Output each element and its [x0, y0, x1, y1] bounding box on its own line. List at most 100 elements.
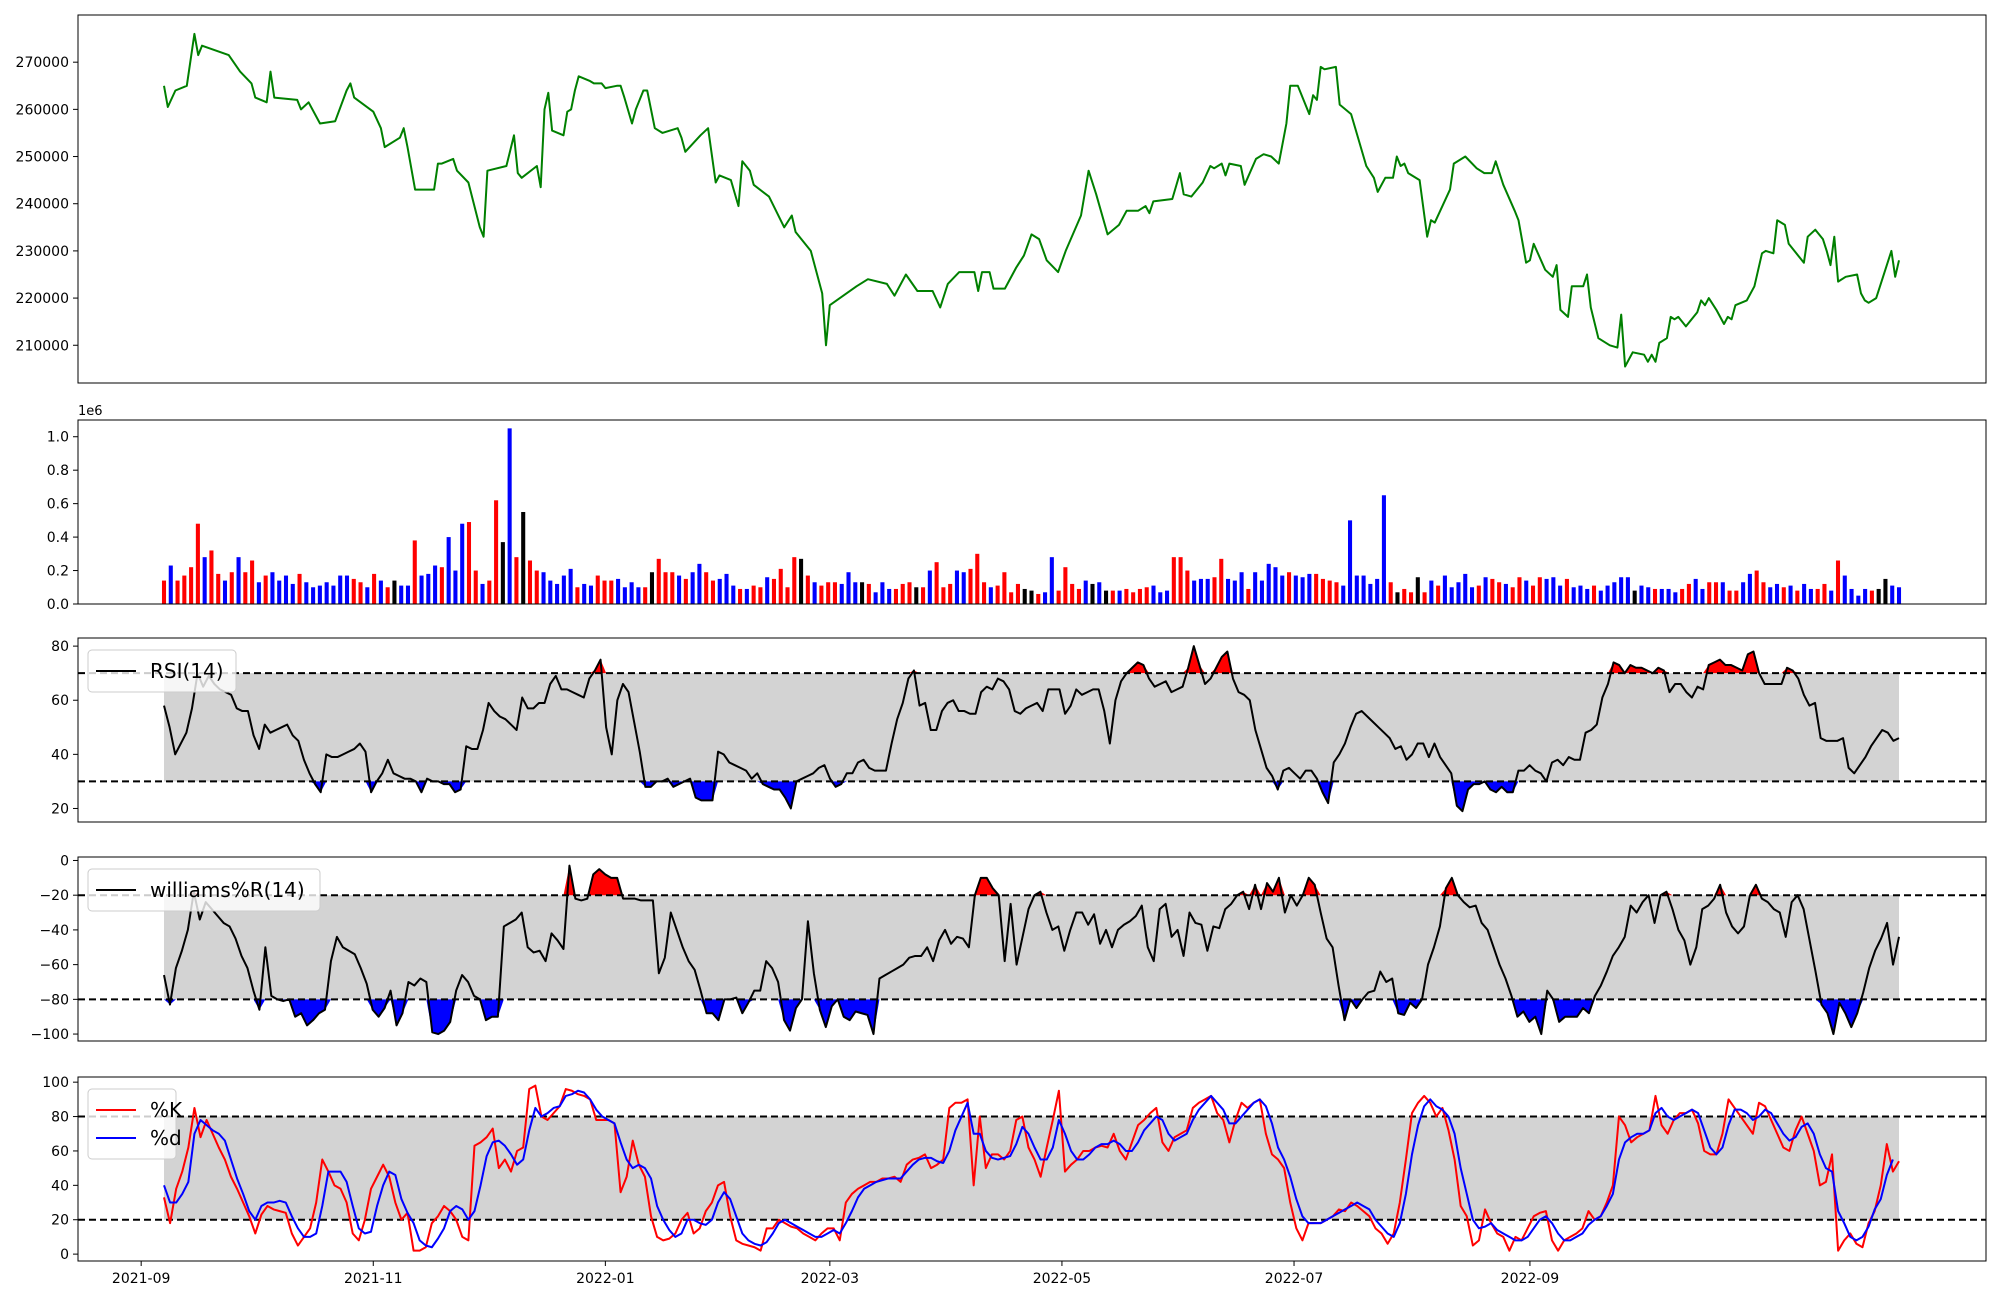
volume-bar	[222, 580, 228, 604]
volume-bar	[1022, 588, 1027, 604]
volume-bar	[1110, 590, 1115, 604]
volume-bar	[1449, 587, 1454, 604]
rsi-legend-label: RSI(14)	[150, 659, 224, 683]
volume-bar	[643, 587, 648, 604]
volume-bar	[1741, 582, 1746, 604]
volume-bar	[1652, 588, 1658, 604]
volume-bar	[717, 578, 722, 604]
volume-bar	[839, 583, 844, 604]
volume-bar	[1686, 583, 1691, 604]
volume-bar	[317, 585, 322, 604]
volume-bar	[1287, 572, 1292, 604]
stoch-legend-label: %K	[150, 1098, 183, 1122]
volume-bar	[697, 563, 702, 604]
williams-overbought-fill	[164, 865, 1899, 896]
volume-bar	[1659, 588, 1664, 604]
volume-bar	[670, 572, 675, 604]
volume-bar	[555, 583, 560, 604]
price-ytick-label: 220000	[16, 291, 69, 307]
volume-bar	[548, 580, 553, 604]
volume-bar	[1015, 583, 1020, 604]
volume-bar	[704, 572, 709, 604]
volume-bar	[1849, 588, 1854, 604]
volume-bar	[1117, 590, 1122, 604]
volume-bar	[399, 585, 404, 604]
volume-bar	[758, 587, 763, 604]
volume-bar	[1795, 590, 1800, 604]
volume-bar	[1727, 590, 1732, 604]
stoch-series-line-1	[163, 1089, 1894, 1249]
volume-bar	[195, 523, 200, 604]
rsi-overbought-fill	[164, 646, 1899, 674]
rsi-ytick-label: 20	[51, 801, 69, 817]
rsi-neutral-band	[164, 673, 1899, 782]
volume-bar	[263, 575, 268, 604]
volume-bar	[1165, 590, 1170, 604]
volume-bar	[1076, 588, 1081, 604]
volume-bar	[900, 583, 905, 604]
volume-bar	[1530, 585, 1536, 604]
volume-bar	[860, 582, 865, 604]
volume-bar	[1856, 595, 1861, 604]
volume-bar	[1883, 578, 1888, 604]
price-ytick-label: 230000	[16, 244, 69, 260]
volume-bar	[1835, 560, 1841, 604]
volume-bar	[161, 580, 167, 604]
volume-bar	[1097, 582, 1102, 604]
volume-bar	[1368, 583, 1373, 604]
volume-bar	[378, 580, 383, 604]
volume-bar	[961, 572, 966, 604]
volume-bar	[1890, 585, 1895, 604]
volume-bar	[975, 553, 980, 604]
volume-bar	[846, 572, 851, 604]
volume-bar	[1002, 572, 1007, 604]
volume-bar	[982, 582, 987, 604]
volume-bar	[1442, 575, 1447, 604]
volume-bar	[236, 557, 241, 604]
rsi-frame	[77, 637, 1987, 823]
volume-bar	[439, 567, 444, 604]
volume-bar	[1564, 578, 1569, 604]
volume-bar	[1395, 592, 1400, 604]
volume-bar	[602, 580, 607, 604]
volume-bar	[521, 512, 526, 604]
volume-bar	[1158, 592, 1163, 604]
xtick-label: 2022-03	[801, 1271, 860, 1287]
volume-bar	[683, 578, 688, 604]
volume-bar	[663, 572, 668, 604]
volume-bar	[1842, 575, 1847, 604]
volume-bar	[1632, 590, 1637, 604]
volume-bar	[1273, 567, 1278, 604]
volume-bar	[392, 580, 397, 604]
volume-bar	[385, 587, 390, 604]
volume-bar	[1327, 580, 1332, 604]
volume-bar	[1781, 587, 1786, 604]
rsi-ytick-label: 60	[51, 693, 69, 709]
xtick-label: 2022-07	[1265, 1271, 1324, 1287]
volume-bar	[1537, 577, 1542, 604]
volume-bar	[412, 540, 417, 604]
williams-legend: williams%R(14)	[87, 868, 321, 912]
volume-bar	[229, 572, 234, 604]
volume-bar	[1226, 578, 1231, 604]
volume-bar	[948, 583, 953, 604]
volume-bar	[256, 582, 261, 604]
volume-bar	[1571, 587, 1576, 604]
volume-bar	[182, 575, 187, 604]
price-ytick-label: 250000	[16, 150, 69, 166]
volume-bar	[1693, 578, 1698, 604]
volume-bar	[921, 587, 926, 604]
volume-bar	[1774, 583, 1780, 604]
volume-bar	[270, 572, 275, 604]
volume-bar	[1266, 563, 1271, 604]
volume-bar	[419, 575, 424, 604]
volume-bar	[1829, 590, 1834, 604]
volume-bar	[1056, 590, 1061, 604]
volume-bar	[1131, 592, 1136, 604]
volume-bar	[290, 583, 295, 604]
volume-bar	[832, 582, 837, 604]
volume-bar	[1381, 495, 1386, 604]
volume-bar	[988, 587, 993, 604]
stoch-series-line-0	[163, 1084, 1900, 1252]
